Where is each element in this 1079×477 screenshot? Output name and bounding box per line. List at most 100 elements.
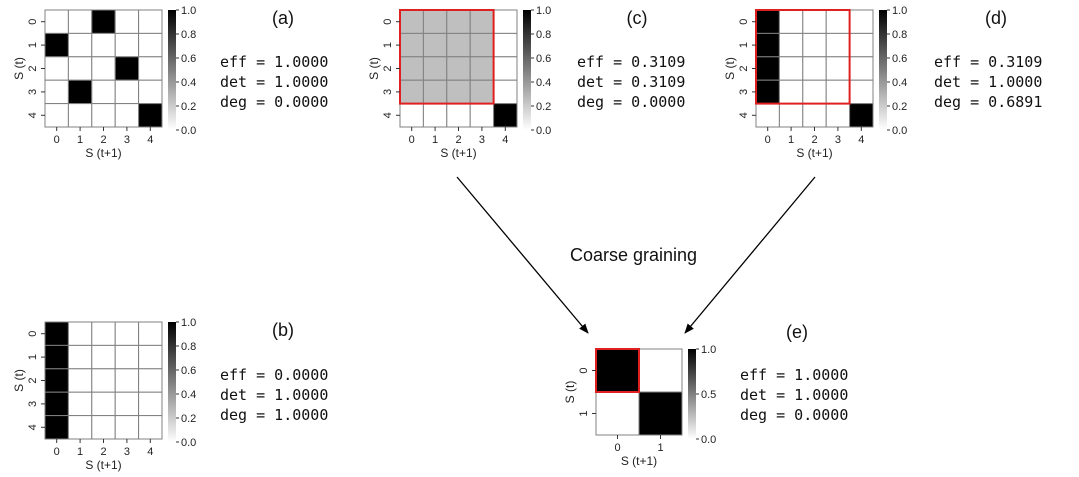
- panel-d-colorbar-tick-label: 0.2: [892, 101, 907, 113]
- panel-c-y-tick-label: 2: [382, 65, 394, 71]
- panel-b-label: (b): [272, 320, 294, 340]
- panel-b-cell: [138, 344, 163, 370]
- panel-b-colorbar-tick-label: 0.8: [181, 341, 196, 353]
- panel-c: 0 1 2 3 4 0 1 2 3 4 S (t+1) S (t) 1.0 0.8 0.6 0.4 0.2 0.0…: [367, 5, 685, 160]
- panel-c-cell: [399, 9, 424, 34]
- panel-c-colorbar-tick-label: 1.0: [536, 5, 551, 17]
- panel-a-colorbar-tick-label: 0.0: [181, 125, 196, 137]
- panel-a-y-tick-label: 2: [27, 65, 39, 71]
- panel-e-colorbar-tick-label: 0.0: [701, 434, 716, 446]
- panel-d-cell: [755, 32, 780, 58]
- panel-a-cell: [67, 56, 93, 81]
- arrow-d-to-e: [684, 176, 816, 334]
- panel-e-metric-det: det = 1.0000: [740, 386, 848, 404]
- panel-c-cell: [469, 56, 495, 81]
- panel-e-cell: [638, 391, 683, 436]
- coarse-graining-label: Coarse graining: [570, 245, 697, 265]
- panel-b-metric-det: det = 1.0000: [220, 386, 328, 404]
- panel-b-cell: [91, 415, 116, 440]
- panel-a-cell: [44, 103, 69, 128]
- panel-a-cell: [114, 103, 140, 128]
- panel-c-metric-eff: eff = 0.3109: [577, 53, 685, 71]
- panel-b-cell: [67, 415, 93, 440]
- panel-b-x-tick-label: 3: [124, 446, 130, 458]
- panel-d-y-tick-label: 0: [738, 19, 750, 25]
- panel-c-cell: [422, 103, 448, 128]
- panel-c-cell: [422, 9, 448, 34]
- panel-a-x-tick-label: 2: [100, 134, 106, 146]
- panel-d-cell: [825, 103, 851, 128]
- panel-a-cell: [67, 9, 93, 34]
- panel-e-x-axis-label: S (t+1): [621, 454, 657, 468]
- panel-b-colorbar-tick-label: 0.0: [181, 437, 196, 449]
- panel-b-y-tick-label: 3: [27, 401, 39, 407]
- panel-c-x-tick-label: 4: [502, 134, 508, 146]
- panel-d-cell: [778, 32, 804, 58]
- panel-c-y-tick-label: 3: [382, 89, 394, 95]
- panel-a-cell: [67, 103, 93, 128]
- panel-e-cell: [595, 391, 640, 436]
- panel-b-y-axis-label: S (t): [12, 369, 26, 392]
- panel-c-x-axis-label: S (t+1): [440, 146, 476, 160]
- panel-a: 0 1 2 3 4 0 1 2 3 4 S (t+1) S (t) 1.0 0.8 0.6 0.4 0.2 0.0…: [12, 5, 328, 160]
- panel-e-x-tick-label: 0: [614, 442, 620, 454]
- panel-a-cell: [44, 79, 69, 105]
- panel-b-y-tick-label: 1: [27, 354, 39, 360]
- panel-c-x-tick-label: 3: [479, 134, 485, 146]
- panel-d-x-tick-label: 1: [788, 134, 794, 146]
- panel-a-cell: [67, 32, 93, 58]
- panel-c-y-tick-label: 1: [382, 42, 394, 48]
- panel-d-cell: [778, 103, 804, 128]
- panel-b-colorbar-tick-label: 1.0: [181, 317, 196, 329]
- panel-b-cell: [91, 391, 116, 417]
- panel-d-y-tick-label: 3: [738, 89, 750, 95]
- panel-b-cell: [44, 344, 69, 370]
- panel-a-cell: [114, 79, 140, 105]
- panel-c-cell: [422, 32, 448, 58]
- panel-a-cell: [138, 103, 163, 128]
- panel-d-cell: [802, 32, 827, 58]
- panel-b-metric-deg: deg = 1.0000: [220, 406, 328, 424]
- panel-c-metric-deg: deg = 0.0000: [577, 93, 685, 111]
- panel-d-cell: [802, 9, 827, 34]
- panel-a-x-tick-label: 3: [124, 134, 130, 146]
- panel-a-cell: [91, 9, 116, 34]
- panel-b-cell: [44, 415, 69, 440]
- panel-b-cell: [67, 321, 93, 346]
- panel-a-cell: [138, 9, 163, 34]
- panel-d-highlight-box: [755, 9, 851, 105]
- panel-d-cell: [825, 79, 851, 105]
- panel-c-cell: [493, 56, 518, 81]
- panel-b-cell: [114, 321, 140, 346]
- panel-b-cell: [114, 415, 140, 440]
- panel-d-y-tick-label: 4: [738, 112, 750, 118]
- panel-c-y-tick-label: 0: [382, 19, 394, 25]
- panel-d-x-tick-label: 0: [765, 134, 771, 146]
- panel-b-x-axis-label: S (t+1): [85, 458, 121, 472]
- panel-d-x-tick-label: 4: [858, 134, 864, 146]
- panel-b-cell: [114, 368, 140, 393]
- panel-b-cell: [114, 344, 140, 370]
- panel-d-cell: [778, 56, 804, 81]
- panel-a-metric-deg: deg = 0.0000: [220, 93, 328, 111]
- panel-d: 0 1 2 3 4 0 1 2 3 4 S (t+1) S (t) 1.0 0.8 0.6 0.4 0.2 0.0…: [723, 5, 1042, 160]
- panel-c-y-axis-label: S (t): [367, 57, 381, 80]
- panel-a-cell: [138, 32, 163, 58]
- panel-b-cell: [138, 368, 163, 393]
- panel-d-cell: [778, 79, 804, 105]
- panel-a-cell: [91, 56, 116, 81]
- panel-b-x-tick-label: 0: [54, 446, 60, 458]
- panel-d-x-axis-label: S (t+1): [796, 146, 832, 160]
- panel-c-cell: [446, 56, 471, 81]
- panel-b-x-tick-label: 1: [77, 446, 83, 458]
- panel-c-cell: [399, 32, 424, 58]
- panel-a-y-tick-label: 3: [27, 89, 39, 95]
- panel-d-colorbar-tick-label: 0.4: [892, 77, 907, 89]
- panel-e-metric-deg: deg = 0.0000: [740, 406, 848, 424]
- panel-b-cell: [67, 391, 93, 417]
- panel-b-cell: [138, 321, 163, 346]
- panel-c-cell: [446, 79, 471, 105]
- panel-b-colorbar-tick-label: 0.4: [181, 389, 196, 401]
- panel-a-cell: [138, 56, 163, 81]
